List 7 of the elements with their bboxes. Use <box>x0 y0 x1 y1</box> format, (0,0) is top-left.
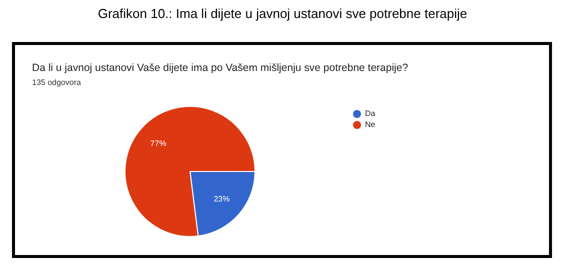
chart-subtitle: Da li u javnoj ustanovi Vaše dijete ima po Vašem mišljenju sve potrebne terapije? <box>32 62 408 74</box>
data-label: 77% <box>150 138 166 148</box>
legend-label: Ne <box>365 120 376 130</box>
text: 135 odgovora <box>32 78 81 87</box>
data-label: 23% <box>214 194 230 204</box>
legend-label: Da <box>365 109 376 118</box>
chart-title: Grafikon 10.: Ima li dijete u javnoj ustanovi sve potrebne terapije <box>96 6 468 21</box>
